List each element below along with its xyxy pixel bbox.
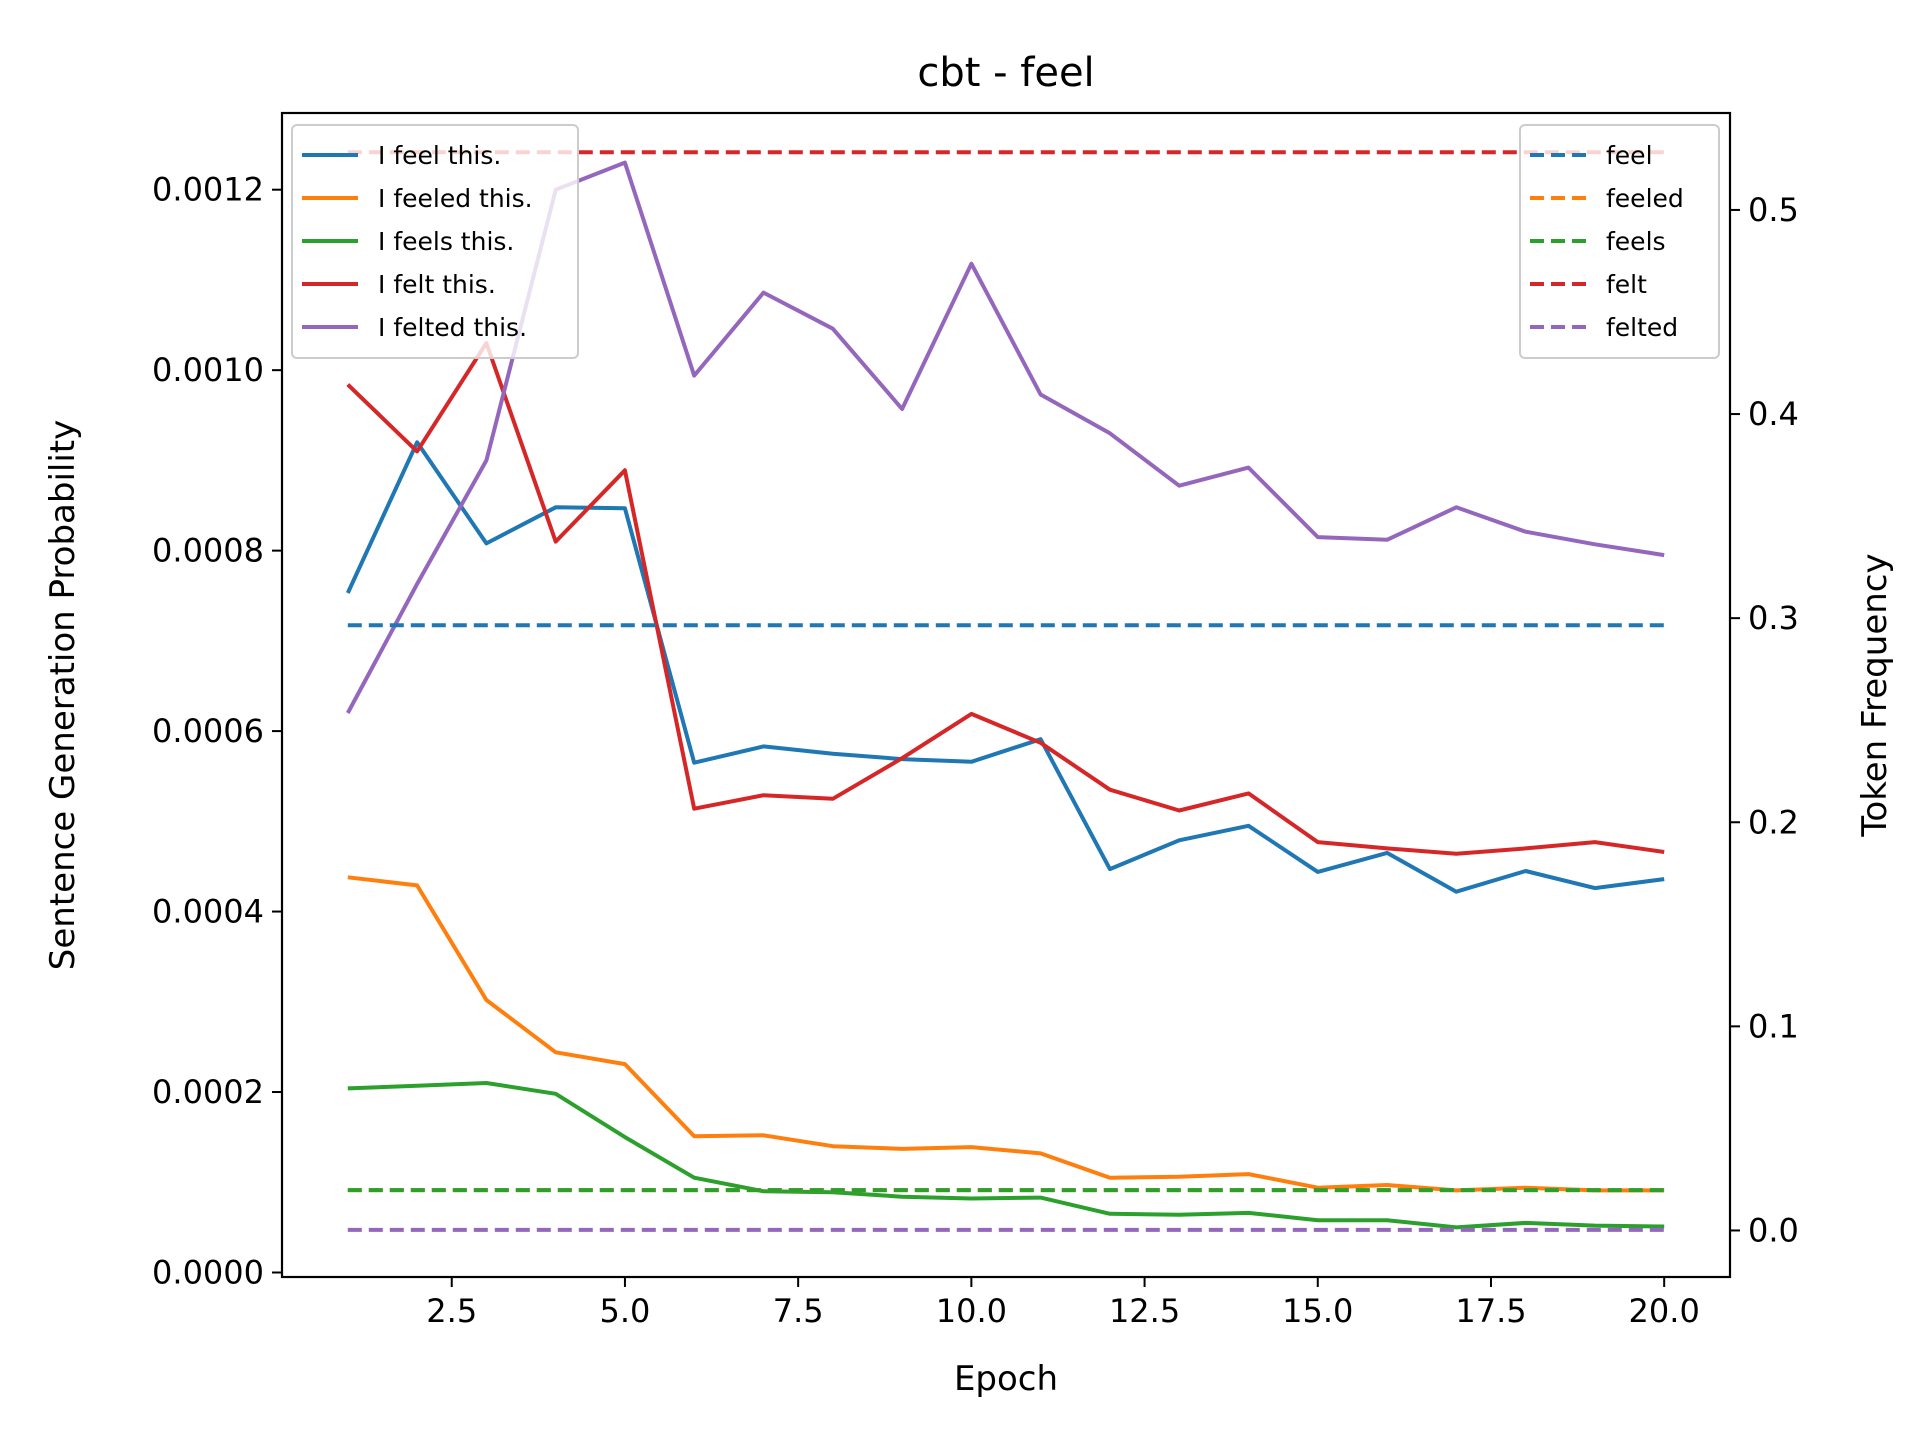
legend-label-i-felt-this: I felt this.: [378, 270, 496, 299]
y2-tick-label: 0.3: [1748, 599, 1799, 637]
x-tick-label: 17.5: [1455, 1292, 1526, 1330]
x-tick-label: 12.5: [1109, 1292, 1180, 1330]
x-tick-label: 15.0: [1282, 1292, 1353, 1330]
legend-label-feeled: feeled: [1606, 184, 1684, 213]
x-tick-label: 2.5: [426, 1292, 477, 1330]
chart-title: cbt - feel: [917, 50, 1094, 96]
x-axis-title: Epoch: [954, 1359, 1058, 1399]
x-tick-label: 7.5: [773, 1292, 824, 1330]
series-line-i-feel-this: [345, 440, 1665, 894]
series-line-i-feels-this: [347, 1081, 1665, 1230]
y-tick-label: 0.0000: [152, 1253, 264, 1291]
x-tick-label: 5.0: [600, 1292, 651, 1330]
plot-frame: [280, 111, 1732, 1279]
legend-label-i-feels-this: I feels this.: [378, 227, 514, 256]
y-tick-label: 0.0008: [152, 532, 264, 570]
y-tick-label: 0.0006: [152, 712, 264, 750]
legend-right: feel feeled feels felt felted: [1519, 124, 1720, 359]
legend-label-i-feeled-this: I feeled this.: [378, 184, 533, 213]
legend-label-felt: felt: [1606, 270, 1647, 299]
y-tick-label: 0.0012: [152, 171, 264, 209]
legend-label-feel: feel: [1606, 141, 1653, 170]
y2-axis-title: Token Frequency: [1855, 553, 1895, 837]
x-tick-label: 10.0: [936, 1292, 1007, 1330]
legend-label-i-feel-this: I feel this.: [378, 141, 501, 170]
y-tick-label: 0.0004: [152, 893, 264, 931]
y2-tick-label: 0.2: [1748, 803, 1799, 841]
y2-tick-label: 0.1: [1748, 1007, 1799, 1045]
axis-ticks: 2.5 5.0 7.5 10.0 12.5 15.0 17.5 20.0 0.0000 0.000…: [152, 171, 1799, 1330]
legend-label-felted: felted: [1606, 313, 1678, 342]
y-tick-label: 0.0002: [152, 1073, 264, 1111]
y2-tick-label: 0.5: [1748, 191, 1799, 229]
legend-label-i-felted-this: I felted this.: [378, 313, 527, 342]
y2-tick-label: 0.0: [1748, 1211, 1799, 1249]
series-line-i-felt-this: [346, 341, 1665, 856]
legend-box: [1519, 124, 1720, 359]
x-tick-label: 20.0: [1629, 1292, 1700, 1330]
legend-left: I feel this. I feeled this. I feels this. I…: [291, 124, 579, 359]
legend-box: [291, 124, 579, 359]
y-tick-label: 0.0010: [152, 351, 264, 389]
legend-label-feels: feels: [1606, 227, 1666, 256]
y2-tick-label: 0.4: [1748, 395, 1799, 433]
y-axis-title: Sentence Generation Probability: [43, 420, 83, 970]
